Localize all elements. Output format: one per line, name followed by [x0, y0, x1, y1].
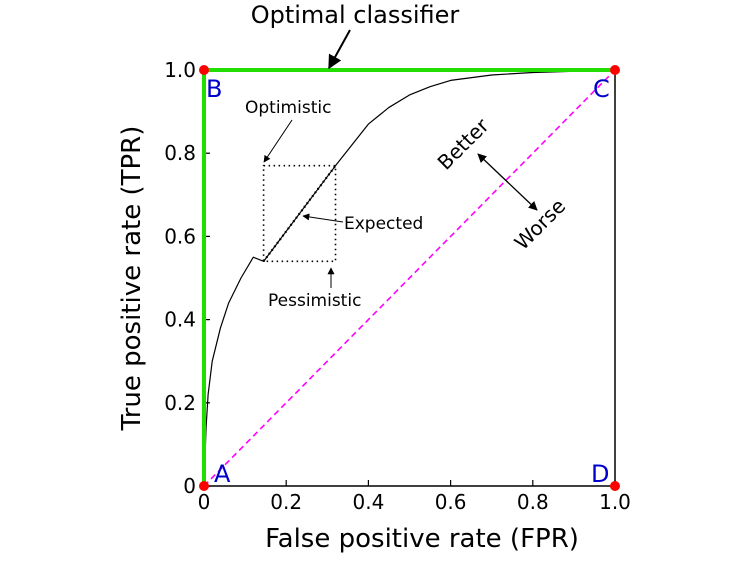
- annotation-optimistic: Optimistic: [245, 98, 331, 163]
- annotation-pessimistic: Pessimistic: [268, 267, 361, 311]
- annotation-optimistic-arrow: [263, 119, 293, 163]
- y-tick-label: 0.2: [164, 391, 196, 415]
- series-roc-line: [203, 69, 616, 487]
- annotation-expected-arrow: [302, 213, 344, 223]
- annotation-optimal: Optimal classifier: [251, 1, 460, 70]
- annotation-worse-label: Worse: [510, 194, 571, 255]
- corner-point-a: [199, 481, 209, 491]
- corner-points-layer: A B C D: [199, 65, 620, 491]
- series-layer: [202, 68, 616, 487]
- x-axis-ticks: 0 0.2 0.4 0.6 0.8 1.0: [198, 480, 631, 514]
- better-worse-arrow: [477, 153, 538, 211]
- y-axis-title: True positive rate (TPR): [117, 126, 147, 432]
- uncertainty-box: [262, 164, 337, 263]
- corner-label-c: C: [593, 75, 610, 103]
- x-tick-label: 0.8: [517, 490, 549, 514]
- annotation-optimal-arrow: [328, 29, 351, 70]
- y-axis-ticks: 0 0.2 0.4 0.6 0.8 1.0: [164, 58, 210, 498]
- y-tick-label: 0.6: [164, 224, 196, 248]
- y-tick-label: 1.0: [164, 58, 196, 82]
- annotation-expected: Expected: [302, 213, 423, 234]
- corner-label-b: B: [206, 75, 222, 103]
- annotation-optimal-label: Optimal classifier: [251, 1, 460, 29]
- corner-label-a: A: [214, 460, 231, 488]
- annotation-pessimistic-label: Pessimistic: [268, 291, 361, 311]
- annotation-optimistic-label: Optimistic: [245, 98, 331, 118]
- x-tick-label: 0.6: [435, 490, 467, 514]
- corner-point-c: [610, 65, 620, 75]
- x-tick-label: 0.4: [352, 490, 384, 514]
- x-tick-label: 1.0: [599, 490, 631, 514]
- corner-point-d: [610, 481, 620, 491]
- series-expected-line: [262, 165, 337, 263]
- corner-label-d: D: [591, 460, 609, 488]
- x-tick-label: 0.2: [270, 490, 302, 514]
- uncertainty-box-layer: [262, 164, 337, 263]
- series-random-line: [203, 69, 616, 487]
- x-axis-title: False positive rate (FPR): [265, 524, 579, 554]
- y-tick-label: 0: [183, 474, 196, 498]
- corner-point-b: [199, 65, 209, 75]
- y-tick-label: 0.8: [164, 141, 196, 165]
- annotation-expected-label: Expected: [344, 214, 423, 234]
- x-tick-label: 0: [198, 490, 211, 514]
- y-tick-label: 0.4: [164, 308, 196, 332]
- annotation-better-label: Better: [433, 113, 495, 175]
